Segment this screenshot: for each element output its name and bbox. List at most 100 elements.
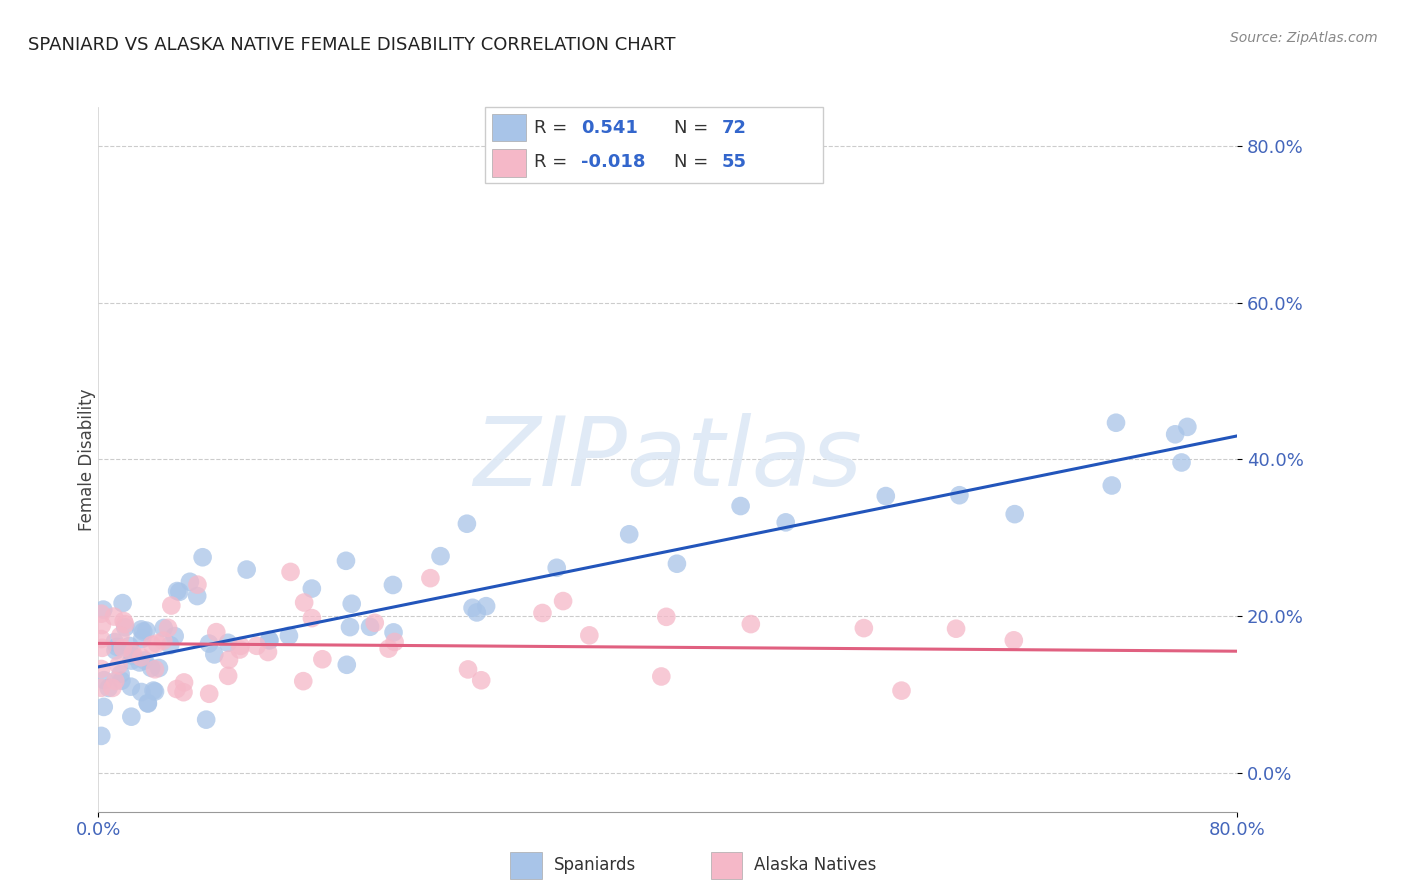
Point: [429, 549, 451, 563]
Point: [97, 681, 120, 695]
Point: [186, 577, 208, 591]
Point: [195, 713, 218, 727]
Point: [114, 617, 136, 632]
Point: [665, 557, 688, 571]
Point: [90, 618, 112, 632]
Text: N =: N =: [673, 153, 714, 171]
Point: [160, 599, 183, 613]
Y-axis label: Female Disability: Female Disability: [79, 388, 96, 531]
Bar: [510, 852, 541, 879]
Point: [141, 661, 163, 675]
Bar: [492, 114, 526, 141]
Point: [235, 563, 257, 577]
Bar: [492, 150, 526, 177]
Point: [104, 635, 127, 649]
Point: [157, 621, 180, 635]
Point: [105, 640, 128, 654]
Point: [107, 658, 129, 673]
Point: [159, 638, 181, 652]
Text: 72: 72: [721, 119, 747, 136]
Point: [311, 652, 333, 666]
Point: [384, 635, 406, 649]
Text: Spaniards: Spaniards: [554, 856, 636, 874]
Point: [278, 629, 301, 643]
Point: [101, 681, 124, 695]
Point: [166, 584, 188, 599]
Point: [112, 614, 135, 628]
Text: 0.541: 0.541: [581, 119, 638, 136]
Point: [890, 683, 912, 698]
Point: [1170, 455, 1192, 469]
Point: [301, 582, 323, 596]
Point: [301, 611, 323, 625]
Point: [875, 489, 897, 503]
Text: 55: 55: [721, 153, 747, 171]
Point: [121, 654, 143, 668]
Point: [90, 681, 112, 695]
Point: [136, 697, 159, 711]
Point: [246, 639, 269, 653]
Point: [205, 625, 228, 640]
Point: [148, 661, 170, 675]
Text: Alaska Natives: Alaska Natives: [754, 856, 876, 874]
Point: [135, 624, 157, 638]
Point: [292, 595, 315, 609]
Point: [143, 662, 166, 676]
Point: [191, 550, 214, 565]
Point: [134, 653, 156, 667]
Point: [110, 629, 132, 643]
Point: [531, 606, 554, 620]
Point: [359, 620, 381, 634]
Point: [146, 636, 169, 650]
Text: ZIPatlas: ZIPatlas: [474, 413, 862, 506]
Point: [382, 625, 405, 640]
Point: [546, 561, 568, 575]
Point: [364, 615, 387, 630]
Point: [551, 594, 574, 608]
Point: [118, 639, 141, 653]
Point: [131, 632, 153, 646]
Point: [110, 673, 132, 688]
Point: [280, 565, 302, 579]
Point: [93, 699, 115, 714]
Point: [128, 656, 150, 670]
Point: [120, 709, 142, 723]
Point: [90, 662, 112, 676]
Point: [257, 645, 280, 659]
Point: [228, 642, 250, 657]
Point: [173, 675, 195, 690]
Point: [198, 687, 221, 701]
Point: [141, 638, 163, 652]
Point: [90, 607, 112, 621]
Point: [1164, 427, 1187, 442]
Point: [104, 674, 127, 689]
Point: [217, 669, 239, 683]
Point: [166, 681, 188, 696]
Point: [456, 516, 478, 531]
Point: [129, 650, 152, 665]
Point: [336, 657, 359, 672]
Point: [335, 554, 357, 568]
Point: [111, 641, 134, 656]
Point: [377, 641, 399, 656]
Point: [730, 499, 752, 513]
Point: [292, 674, 315, 689]
Point: [110, 667, 132, 681]
Point: [143, 684, 166, 698]
Point: [131, 685, 153, 699]
Point: [114, 620, 136, 634]
Point: [257, 632, 280, 647]
Point: [945, 622, 967, 636]
Point: [339, 620, 361, 634]
Point: [104, 643, 127, 657]
Text: R =: R =: [534, 153, 574, 171]
Point: [1101, 478, 1123, 492]
Point: [186, 589, 208, 603]
Point: [91, 602, 114, 616]
Text: N =: N =: [673, 119, 714, 136]
Point: [775, 516, 797, 530]
Point: [259, 633, 281, 648]
Bar: [711, 852, 742, 879]
Point: [152, 621, 174, 635]
Point: [173, 685, 195, 699]
